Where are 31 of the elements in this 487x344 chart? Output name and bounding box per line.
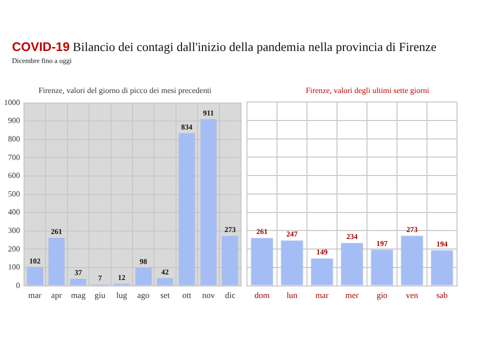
y-tick-label: 400: [8, 208, 20, 217]
chart-title: COVID-19 Bilancio dei contagi dall'inizio della pandemia nella provincia di Firenze: [12, 40, 436, 55]
x-tick-label: mer: [345, 290, 359, 300]
x-tick-label: sab: [436, 290, 448, 300]
text: Firenze, valori degli ultimi sette giorni: [304, 86, 430, 95]
x-tick-label: ago: [137, 290, 150, 300]
y-tick-label: 1000: [4, 98, 20, 107]
x-tick-label: nov: [202, 290, 216, 300]
y-tick-label: 500: [8, 189, 20, 198]
x-tick-label: mar: [315, 290, 329, 300]
y-tick-label: 700: [8, 152, 20, 162]
x-tick-label: ott: [182, 290, 192, 300]
x-tick-label: dom: [254, 290, 270, 300]
y-tick-label: 300: [8, 226, 20, 235]
x-tick-label: lug: [116, 290, 128, 300]
x-tick-label: gio: [376, 290, 388, 300]
x-tick-label: mag: [70, 290, 86, 300]
x-tick-label: mar: [28, 290, 42, 300]
y-tick-label: 0: [16, 280, 20, 290]
x-tick-label: lun: [286, 290, 298, 300]
y-tick-label: 200: [8, 244, 20, 254]
text: Firenze, valori del giorno di picco dei mesi precedenti: [37, 86, 213, 95]
x-tick-label: ven: [406, 290, 419, 300]
y-tick-label: 600: [8, 171, 20, 180]
y-tick-label: 800: [8, 134, 20, 144]
y-tick-label: 900: [8, 116, 20, 126]
y-tick-label: 100: [8, 262, 20, 272]
x-tick-label: apr: [51, 290, 62, 300]
x-tick-label: set: [160, 290, 170, 300]
x-tick-label: dic: [224, 290, 236, 300]
x-tick-label: giu: [94, 290, 106, 300]
